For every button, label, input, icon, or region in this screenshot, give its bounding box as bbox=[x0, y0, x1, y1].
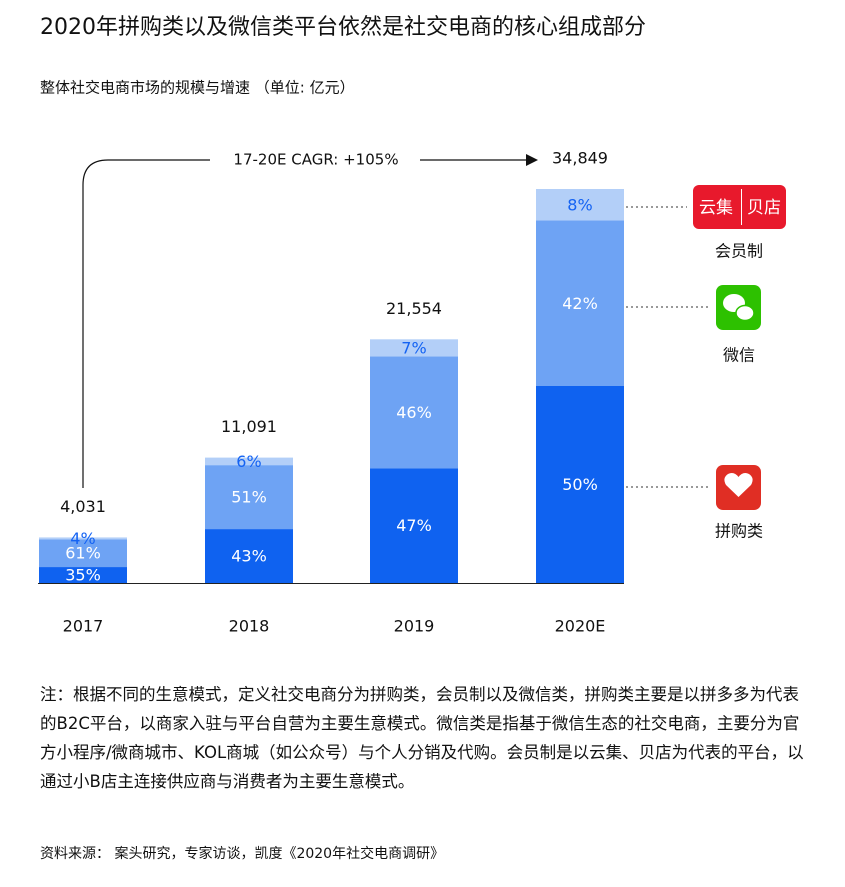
data-label: 50% bbox=[562, 475, 598, 494]
total-label: 11,091 bbox=[221, 417, 277, 436]
source: 资料来源： 案头研究，专家访谈，凯度《2020年社交电商调研》 bbox=[40, 846, 445, 862]
bar-segment bbox=[536, 386, 624, 583]
total-label: 21,554 bbox=[386, 299, 442, 318]
data-label: 43% bbox=[231, 547, 267, 566]
bar-segment bbox=[536, 220, 624, 386]
total-label: 34,849 bbox=[552, 149, 608, 168]
data-label: 6% bbox=[236, 452, 261, 471]
bar-segment bbox=[205, 465, 293, 530]
data-label: 35% bbox=[65, 566, 101, 585]
cagr-arrow bbox=[82, 159, 528, 488]
chart-subtitle: 整体社交电商市场的规模与增速 （单位: 亿元） bbox=[40, 79, 355, 97]
data-label: 51% bbox=[231, 488, 267, 507]
data-label: 42% bbox=[562, 294, 598, 313]
data-label: 4% bbox=[70, 529, 95, 548]
annotation: 17-20E CAGR: +105% bbox=[233, 151, 398, 169]
x-tick-label: 2018 bbox=[229, 617, 270, 636]
chart-title: 2020年拼购类以及微信类平台依然是社交电商的核心组成部分 bbox=[40, 15, 646, 40]
arrow-head bbox=[526, 154, 538, 166]
x-tick-label: 2017 bbox=[63, 617, 104, 636]
data-label: 7% bbox=[401, 338, 426, 357]
legend-label: 会员制 bbox=[715, 242, 763, 261]
data-label: 8% bbox=[567, 195, 592, 214]
bar-segment bbox=[370, 339, 458, 357]
x-tick-label: 2019 bbox=[394, 617, 435, 636]
legend-label: 拼购类 bbox=[715, 522, 763, 541]
note: 注：根据不同的生意模式，定义社交电商分为拼购类，会员制以及微信类，拼购类主要是以… bbox=[40, 685, 804, 791]
bar-segment bbox=[536, 189, 624, 221]
data-label: 47% bbox=[396, 516, 432, 535]
bar-segment bbox=[205, 529, 293, 583]
bar-segment bbox=[205, 457, 293, 466]
data-label: 46% bbox=[396, 403, 432, 422]
icon-pdd bbox=[716, 465, 761, 510]
total-label: 4,031 bbox=[60, 497, 106, 516]
bar-segment bbox=[39, 539, 127, 568]
data-label: 61% bbox=[65, 544, 101, 563]
brand: 贝店 bbox=[747, 198, 781, 218]
bar-segment bbox=[370, 468, 458, 583]
bar-segment bbox=[39, 567, 127, 583]
chart: 2020年拼购类以及微信类平台依然是社交电商的核心组成部分 整体社交电商市场的规… bbox=[38, 15, 786, 636]
bar-segment bbox=[39, 537, 127, 540]
brand: 云集 bbox=[699, 198, 733, 218]
legend-label: 微信 bbox=[723, 346, 755, 365]
bar-segment bbox=[370, 356, 458, 469]
x-tick-label: 2020E bbox=[555, 617, 606, 636]
icon-wechat bbox=[716, 285, 761, 330]
icon-member: 云集 贝店 bbox=[693, 185, 786, 229]
